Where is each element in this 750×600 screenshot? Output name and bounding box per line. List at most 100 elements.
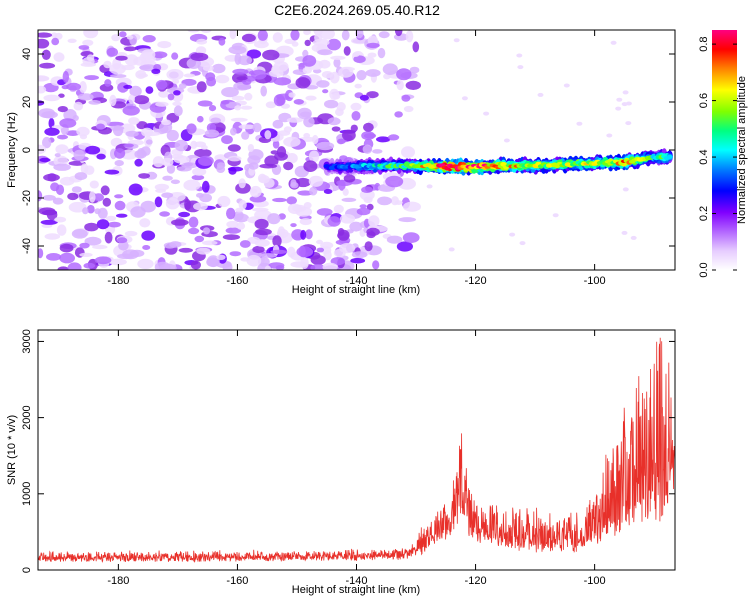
noise-blob bbox=[229, 30, 237, 40]
noise-blob bbox=[398, 217, 417, 223]
noise-blob bbox=[621, 230, 628, 235]
noise-blob bbox=[305, 95, 317, 101]
noise-blob bbox=[216, 162, 226, 169]
noise-blob bbox=[197, 115, 204, 123]
noise-blob bbox=[367, 52, 377, 58]
noise-blob bbox=[331, 126, 341, 132]
noise-blob bbox=[563, 83, 570, 88]
noise-blob bbox=[165, 198, 180, 210]
noise-blob bbox=[300, 229, 307, 240]
noise-blob bbox=[222, 261, 233, 270]
noise-blob bbox=[376, 136, 391, 143]
noise-blob bbox=[229, 251, 242, 257]
noise-blob bbox=[333, 204, 344, 214]
noise-blob bbox=[625, 121, 632, 126]
noise-blob bbox=[244, 92, 253, 101]
noise-blob bbox=[196, 81, 207, 93]
noise-blob bbox=[141, 127, 154, 137]
noise-blob bbox=[318, 59, 331, 69]
noise-blob bbox=[181, 162, 199, 169]
noise-blob bbox=[38, 38, 50, 49]
snr-frame bbox=[37, 329, 676, 571]
noise-blob bbox=[84, 222, 99, 232]
noise-blob bbox=[159, 211, 171, 217]
noise-blob bbox=[233, 213, 249, 223]
noise-blob bbox=[163, 242, 177, 249]
noise-blob bbox=[272, 140, 280, 149]
noise-blob bbox=[125, 130, 139, 137]
noise-blob bbox=[56, 224, 67, 236]
noise-blob bbox=[359, 204, 367, 209]
noise-blob bbox=[42, 194, 56, 201]
noise-blob bbox=[366, 203, 374, 211]
noise-blob bbox=[138, 173, 151, 179]
noise-blob bbox=[172, 79, 180, 84]
noise-blob bbox=[401, 146, 415, 158]
noise-blob bbox=[303, 30, 311, 36]
noise-blob bbox=[320, 246, 332, 255]
x-tick-label: -140 bbox=[345, 575, 367, 587]
noise-blob bbox=[230, 117, 248, 122]
noise-blob bbox=[316, 239, 323, 245]
noise-blob bbox=[68, 201, 87, 213]
noise-blob bbox=[38, 108, 56, 118]
noise-blob bbox=[363, 196, 373, 203]
noise-blob bbox=[222, 234, 240, 241]
noise-blob bbox=[134, 158, 143, 167]
noise-blob bbox=[82, 39, 94, 46]
noise-blob bbox=[124, 230, 138, 237]
noise-blob bbox=[59, 252, 75, 264]
snr-panel: -180 -160 -140 -120 -100 0 1000 2000 3000 Heigh… bbox=[6, 329, 676, 596]
noise-blob bbox=[246, 254, 262, 267]
noise-blob bbox=[122, 105, 140, 116]
colorbar: 0.0 0.2 0.4 0.6 0.8 Normalized spectral ampl… bbox=[698, 30, 748, 278]
noise-blob bbox=[210, 117, 222, 124]
noise-blob bbox=[52, 197, 64, 205]
noise-blob bbox=[352, 52, 360, 57]
noise-blob bbox=[67, 38, 77, 43]
noise-blob bbox=[503, 138, 510, 143]
noise-blob bbox=[273, 77, 292, 86]
noise-blob bbox=[115, 55, 128, 61]
noise-blob bbox=[234, 52, 242, 65]
noise-blob bbox=[142, 245, 151, 250]
noise-blob bbox=[136, 121, 148, 130]
noise-blob bbox=[174, 139, 188, 152]
noise-blob bbox=[276, 96, 286, 106]
noise-blob bbox=[196, 192, 204, 198]
noise-blob bbox=[412, 41, 420, 53]
x-tick-label: -140 bbox=[345, 275, 367, 287]
noise-blob bbox=[193, 202, 208, 211]
noise-blob bbox=[272, 197, 287, 203]
noise-blob bbox=[310, 264, 326, 270]
noise-blob bbox=[105, 215, 117, 221]
x-tick-label: -120 bbox=[465, 575, 487, 587]
noise-blob bbox=[141, 49, 156, 60]
noise-blob bbox=[606, 133, 613, 138]
noise-blob bbox=[316, 208, 333, 216]
noise-blob bbox=[196, 247, 211, 255]
noise-blob bbox=[89, 180, 99, 189]
colorbar-tick-label: 0.8 bbox=[698, 36, 710, 51]
noise-blob bbox=[327, 38, 341, 51]
noise-blob bbox=[228, 167, 237, 175]
noise-blob bbox=[96, 123, 105, 130]
snr-y-ticks: 0 1000 2000 3000 bbox=[21, 329, 675, 573]
noise-blob bbox=[85, 145, 101, 155]
spectrogram-y-ticks: -40 -20 0 20 40 bbox=[21, 48, 675, 254]
noise-blob bbox=[343, 174, 356, 183]
noise-blob bbox=[84, 165, 95, 175]
y-tick-label: 40 bbox=[21, 48, 33, 60]
noise-blob bbox=[83, 262, 96, 269]
noise-blob bbox=[39, 62, 56, 69]
noise-blob bbox=[297, 107, 312, 120]
noise-blob bbox=[630, 235, 637, 240]
noise-blob bbox=[303, 132, 311, 139]
noise-blob bbox=[250, 69, 267, 80]
noise-blob bbox=[377, 196, 392, 206]
noise-blob bbox=[79, 81, 87, 93]
spectrogram-y-label: Frequency (Hz) bbox=[6, 112, 18, 188]
noise-blob bbox=[59, 176, 75, 186]
noise-blob bbox=[317, 49, 333, 56]
